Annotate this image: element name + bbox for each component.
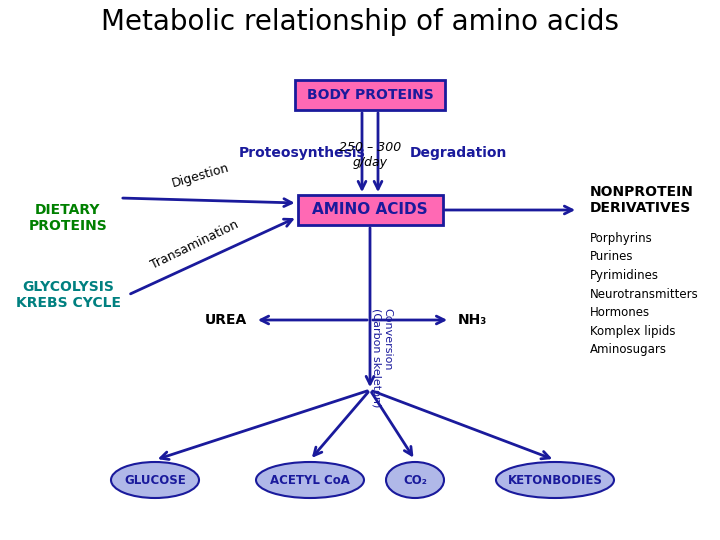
Text: DIETARY
PROTEINS: DIETARY PROTEINS	[29, 203, 107, 233]
Text: AMINO ACIDS: AMINO ACIDS	[312, 202, 428, 218]
Text: Metabolic relationship of amino acids: Metabolic relationship of amino acids	[101, 8, 619, 36]
Text: GLYCOLYSIS
KREBS CYCLE: GLYCOLYSIS KREBS CYCLE	[16, 280, 120, 310]
Text: BODY PROTEINS: BODY PROTEINS	[307, 88, 433, 102]
FancyBboxPatch shape	[295, 80, 445, 110]
FancyBboxPatch shape	[297, 195, 443, 225]
Text: UREA: UREA	[204, 313, 247, 327]
Text: Conversion
(Carbon skeleton): Conversion (Carbon skeleton)	[372, 307, 393, 407]
Text: NH₃: NH₃	[458, 313, 487, 327]
Text: GLUCOSE: GLUCOSE	[124, 474, 186, 487]
Text: Degradation: Degradation	[409, 146, 507, 160]
Text: Proteosynthesis: Proteosynthesis	[238, 146, 365, 160]
Text: NONPROTEIN
DERIVATIVES: NONPROTEIN DERIVATIVES	[590, 185, 694, 215]
Text: KETONBODIES: KETONBODIES	[508, 474, 603, 487]
Text: Transamination: Transamination	[149, 218, 241, 272]
Ellipse shape	[111, 462, 199, 498]
Ellipse shape	[386, 462, 444, 498]
Ellipse shape	[256, 462, 364, 498]
Text: 250 – 300
g/day: 250 – 300 g/day	[339, 141, 401, 169]
Text: CO₂: CO₂	[403, 474, 427, 487]
Text: Digestion: Digestion	[170, 161, 230, 190]
Ellipse shape	[496, 462, 614, 498]
Text: Porphyrins
Purines
Pyrimidines
Neurotransmitters
Hormones
Komplex lipids
Aminosu: Porphyrins Purines Pyrimidines Neurotran…	[590, 232, 698, 356]
Text: ACETYL CoA: ACETYL CoA	[270, 474, 350, 487]
